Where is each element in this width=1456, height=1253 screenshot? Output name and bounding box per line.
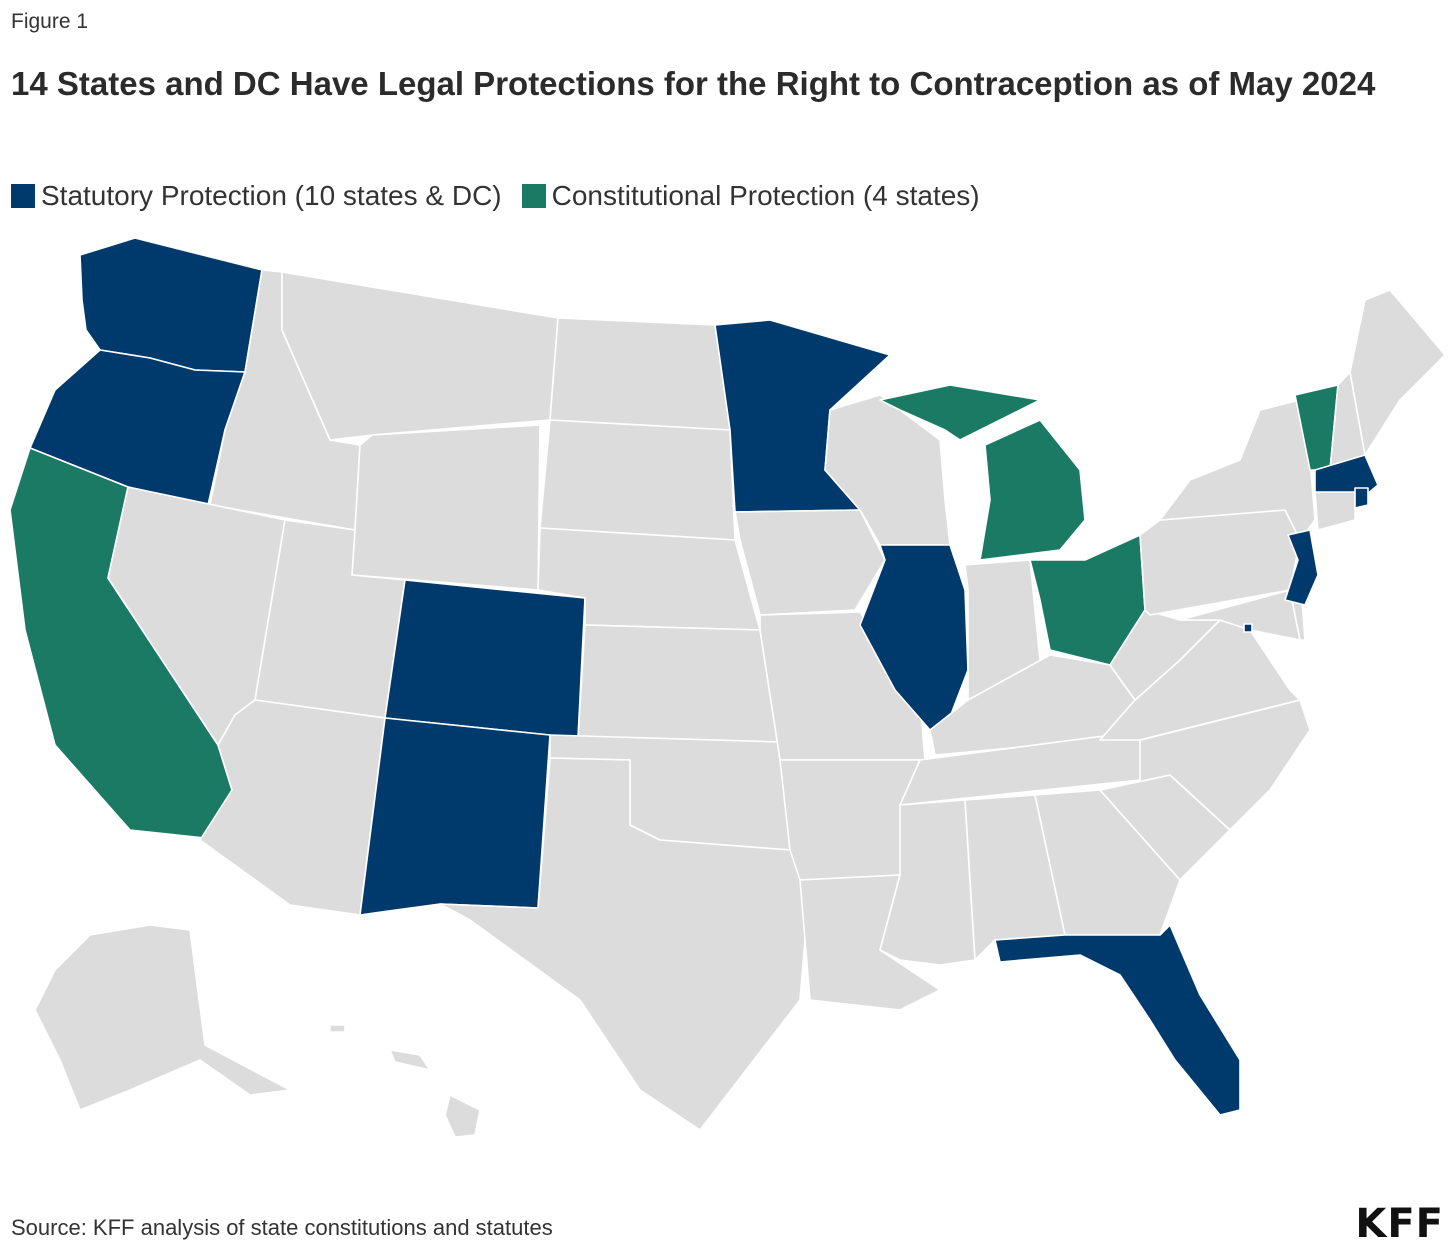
state-SD [539, 419, 736, 541]
state-HI-islands [329, 1024, 346, 1033]
state-NM [359, 717, 551, 916]
us-map [9, 237, 1446, 1138]
state-ND [549, 317, 731, 431]
state-AR [779, 759, 921, 881]
state-GA [1034, 789, 1181, 936]
state-HI-islands-2 [389, 1049, 431, 1071]
legend-label-constitutional: Constitutional Protection (4 states) [551, 180, 980, 211]
legend: Statutory Protection (10 states & DC) Co… [11, 180, 1000, 212]
legend-label-statutory: Statutory Protection (10 states & DC) [41, 180, 502, 211]
state-CO [384, 579, 586, 739]
state-RI [1354, 487, 1369, 509]
legend-swatch-statutory [11, 184, 35, 208]
source-note: Source: KFF analysis of state constituti… [11, 1215, 553, 1240]
state-ME [1349, 289, 1446, 456]
legend-item-constitutional: Constitutional Protection (4 states) [521, 180, 980, 212]
chart-title: 14 States and DC Have Legal Protections … [11, 65, 1376, 102]
figure-label: Figure 1 [11, 10, 89, 33]
state-KS [577, 624, 781, 743]
state-TX [439, 757, 811, 1131]
state-MD [1179, 589, 1301, 641]
state-DC [1243, 623, 1253, 633]
state-CT [1314, 491, 1356, 531]
state-OR [29, 349, 246, 506]
state-AZ [199, 699, 386, 916]
state-MI [879, 384, 1041, 441]
state-IA [734, 509, 886, 616]
state-MT [281, 271, 559, 441]
legend-item-statutory: Statutory Protection (10 states & DC) [11, 180, 502, 212]
state-FL [994, 924, 1241, 1116]
state-NC [1099, 699, 1311, 831]
state-WY [351, 424, 541, 591]
legend-swatch-constitutional [521, 184, 546, 208]
state-NJ [1284, 529, 1319, 606]
state-AK [34, 924, 291, 1111]
kff-logo: KFF [1355, 1201, 1444, 1247]
state-MI-lower [979, 419, 1086, 561]
state-HI [444, 1094, 481, 1138]
